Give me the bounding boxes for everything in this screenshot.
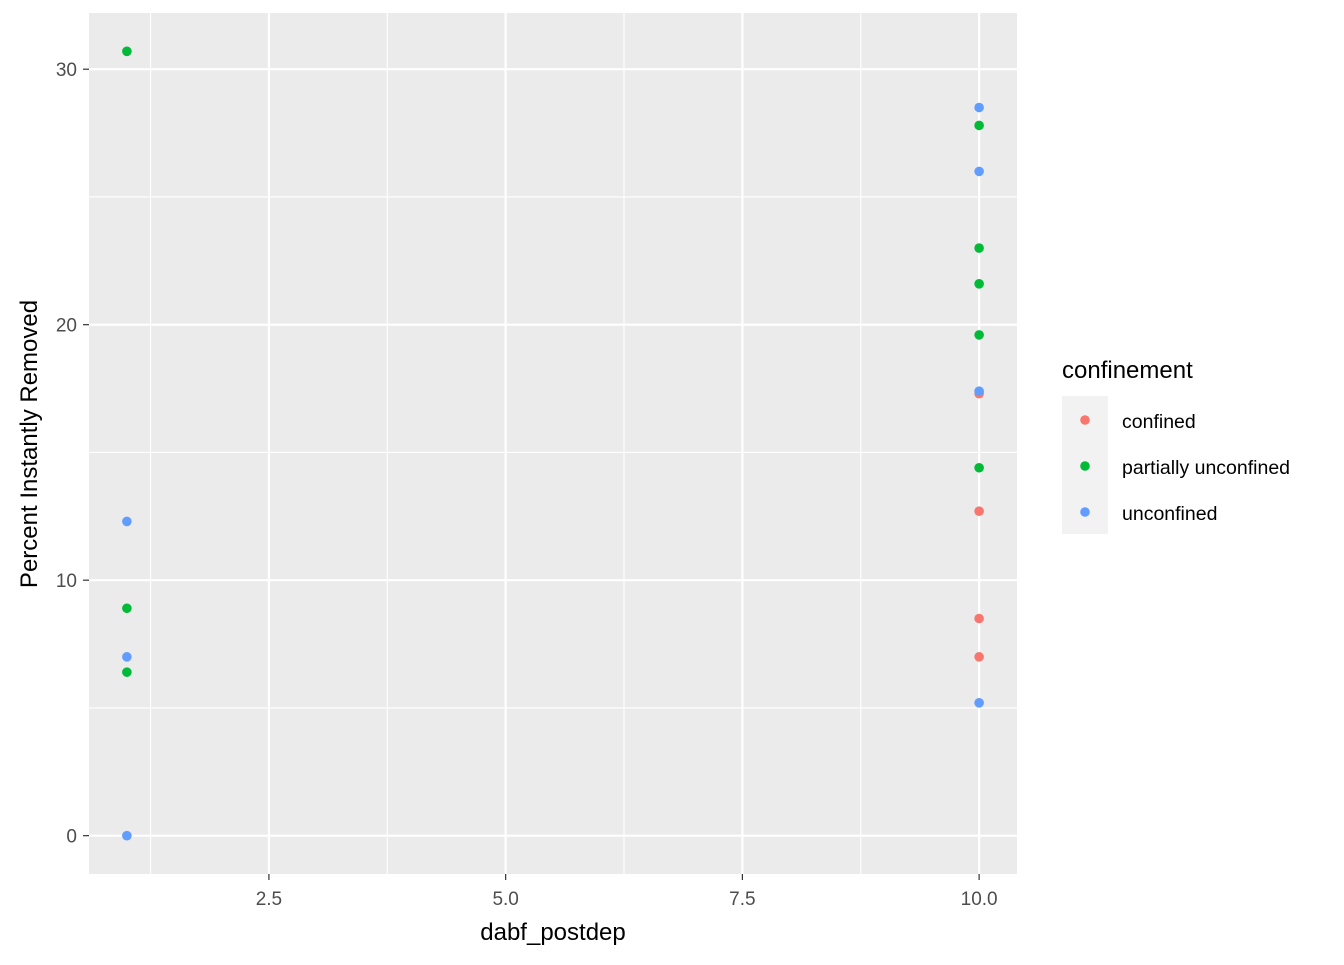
data-point-unconfined: [974, 698, 984, 708]
legend-label: confined: [1122, 411, 1196, 433]
data-point-unconfined: [122, 652, 132, 662]
legend-title: confinement: [1062, 357, 1193, 384]
legend-items: confined partially unconfined unconfined: [1080, 411, 1290, 525]
y-tick-label: 0: [66, 827, 77, 848]
data-points: [122, 46, 984, 841]
data-point-partially-unconfined: [122, 46, 132, 57]
data-point-unconfined: [122, 516, 132, 527]
data-point-partially-unconfined: [974, 120, 984, 131]
data-point-confined: [974, 613, 984, 624]
y-tick-label: 30: [56, 60, 77, 81]
data-point-partially-unconfined: [974, 243, 984, 253]
data-point-unconfined: [974, 166, 984, 177]
plot-panel: [89, 13, 1017, 874]
data-point-partially-unconfined: [974, 330, 984, 340]
x-tick-label: 2.5: [256, 889, 282, 910]
data-point-unconfined: [974, 386, 984, 396]
legend-key-confined: [1080, 415, 1090, 425]
panel-background: [89, 13, 1017, 874]
legend-key-unconfined: [1080, 507, 1090, 517]
x-tick-label: 5.0: [492, 889, 518, 910]
data-point-unconfined: [122, 830, 132, 841]
x-tick-label: 10.0: [961, 889, 998, 910]
x-tick-label: 7.5: [729, 889, 755, 910]
data-point-partially-unconfined: [974, 279, 984, 289]
legend: confinement confined partially unconfined…: [1062, 357, 1290, 534]
data-point-partially-unconfined: [122, 667, 132, 677]
data-point-partially-unconfined: [974, 462, 984, 473]
legend-label: unconfined: [1122, 503, 1217, 525]
data-point-unconfined: [974, 102, 984, 113]
data-point-partially-unconfined: [122, 603, 132, 614]
y-tick-label: 20: [56, 316, 77, 337]
gridlines: [89, 13, 1017, 874]
data-point-confined: [974, 506, 984, 517]
x-axis-title: dabf_postdep: [480, 919, 625, 946]
data-point-confined: [974, 652, 984, 662]
axes: 2.5 5.0 7.5 10.0 0 10 20 30: [56, 60, 998, 910]
y-axis-title: Percent Instantly Removed: [16, 300, 43, 588]
legend-label: partially unconfined: [1122, 457, 1290, 479]
y-tick-label: 10: [56, 571, 77, 592]
legend-key-partially-unconfined: [1080, 461, 1090, 471]
